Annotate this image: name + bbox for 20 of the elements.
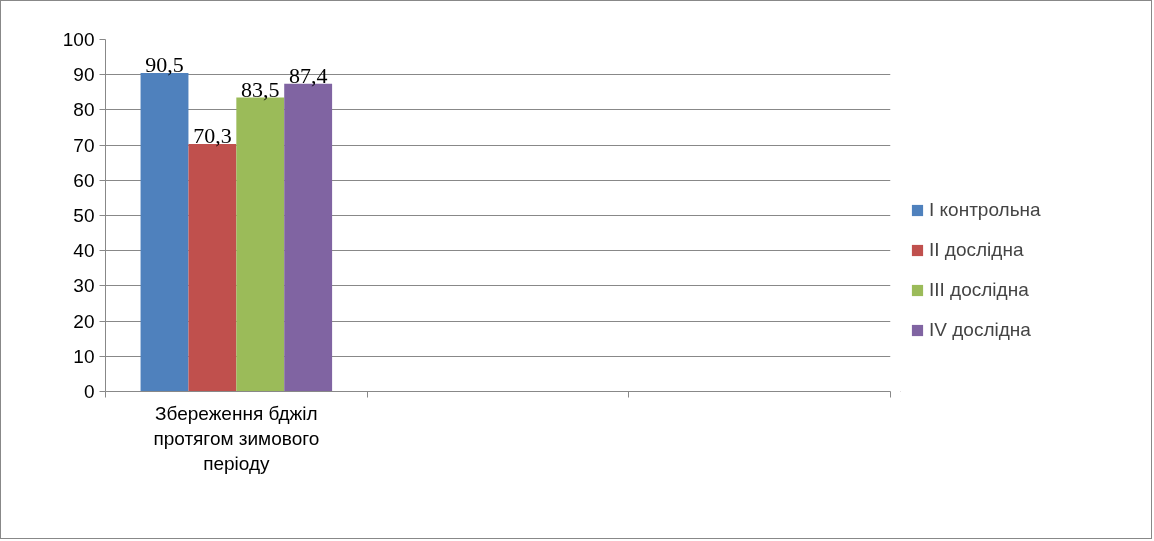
x-tick-label: Збереження бджіл протягом зимового періоду (153, 402, 320, 474)
y-tick-label: 0 (83, 381, 95, 402)
y-tick-label: 100 (62, 29, 95, 50)
legend-label: I контрольна (929, 199, 1041, 221)
data-label: 87,4 (288, 62, 328, 88)
y-tick-label: 20 (73, 310, 95, 332)
y-tick-label: 70 (73, 134, 95, 156)
legend-label: II дослідна (929, 239, 1024, 261)
y-tick-label: 30 (73, 275, 95, 297)
y-tick-label: 90 (73, 64, 95, 86)
y-tick-label: 80 (73, 99, 95, 121)
y-tick-label: 10 (73, 345, 95, 367)
data-label: 83,5 (241, 76, 280, 102)
y-tick-label: 60 (73, 169, 95, 191)
legend-label: IV дослідна (929, 319, 1031, 341)
legend-label: III дослідна (929, 279, 1029, 301)
y-tick-label: 40 (73, 240, 95, 262)
data-label: 70,3 (193, 123, 232, 149)
y-tick-label: 50 (73, 205, 95, 226)
data-label: 90,5 (145, 51, 184, 77)
